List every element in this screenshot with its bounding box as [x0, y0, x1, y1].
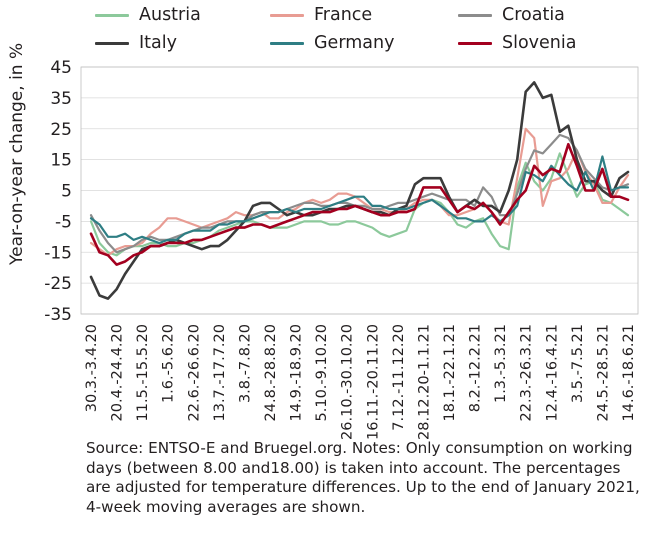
y-tick-label: 5	[61, 182, 72, 202]
legend-label-slovenia: Slovenia	[502, 33, 577, 53]
y-tick-label: 35	[50, 89, 72, 109]
legend-item-austria: Austria	[95, 5, 201, 25]
x-tick-label: 24.8.-28.8.20	[263, 324, 279, 421]
x-tick-label: 22.6.-26.6.20	[186, 324, 202, 421]
source-note: Source: ENTSO-E and Bruegel.org. Notes: …	[86, 439, 640, 516]
line-chart: 45 35 25 15 5 -5 -15 -25 -35 30.3.-3.4.20 20.4.-24…	[44, 58, 639, 440]
x-tick-label: 20.4.-24.4.20	[110, 324, 126, 421]
x-tick-label: 28.12.20-1.1.21	[416, 324, 432, 440]
x-tick-label: 16.11.-20.11.20	[365, 324, 381, 440]
legend-label-germany: Germany	[314, 33, 395, 53]
legend-swatch-france	[270, 13, 304, 17]
series-line-croatia	[89, 133, 630, 254]
x-tick-label: 12.4.-16.4.21	[544, 324, 560, 421]
y-tick-label: -5	[55, 212, 72, 232]
y-axis-label: Year-on-year change, in %	[7, 42, 27, 265]
x-tick-label: 1.3.-5.3.21	[493, 324, 509, 403]
x-tick-label: 14.6.-18.6.21	[621, 324, 637, 421]
x-tick-label: 13.7.-17.7.20	[212, 324, 228, 421]
x-tick-label: 18.1.-22.1.21	[442, 324, 458, 421]
plot-frame	[80, 66, 639, 315]
y-tick-label: 45	[50, 58, 72, 78]
x-tick-label: 24.5.-28.5.21	[595, 324, 611, 421]
legend: Austria France Croatia Italy Germany Slo…	[0, 0, 649, 56]
x-tick-label: 3.5.-7.5.21	[570, 324, 586, 403]
legend-item-france: France	[270, 5, 372, 25]
y-tick-label: -25	[44, 274, 72, 294]
x-tick-label: 11.5.-15.5.20	[135, 324, 151, 421]
legend-item-croatia: Croatia	[458, 5, 565, 25]
chart-area: 45 35 25 15 5 -5 -15 -25 -35 30.3.-3.4.20 20.4.-24…	[0, 0, 649, 440]
y-tick-label: -35	[44, 305, 72, 325]
y-tick-label: 25	[50, 120, 72, 140]
x-tick-label: 30.3.-3.4.20	[84, 324, 100, 412]
x-tick-label: 1.6.-5.6.20	[161, 324, 177, 403]
x-tick-label: 22.3.-26.3.21	[519, 324, 535, 421]
legend-item-slovenia: Slovenia	[458, 33, 576, 53]
x-tick-label: 14.9.-18.9.20	[289, 324, 305, 421]
legend-swatch-italy	[95, 41, 129, 45]
legend-label-france: France	[314, 5, 373, 25]
series-line-germany	[89, 155, 630, 245]
x-tick-label: 7.12.-11.12.20	[391, 324, 407, 431]
x-tick-label: 3.8.-7.8.20	[237, 324, 253, 403]
x-tick-label: 26.10.-30.10.20	[340, 324, 356, 440]
y-tick-label: 15	[50, 151, 72, 171]
legend-item-italy: Italy	[95, 33, 177, 53]
x-tick-label: 5.10.-9.10.20	[314, 324, 330, 421]
series-line-austria	[89, 152, 630, 257]
legend-swatch-austria	[95, 13, 129, 17]
series-line-slovenia	[89, 142, 630, 266]
legend-swatch-croatia	[458, 13, 492, 17]
x-tick-label: 8.2.-12.2.21	[468, 324, 484, 412]
y-tick-label: -15	[44, 243, 72, 263]
legend-label-italy: Italy	[139, 33, 177, 53]
legend-swatch-slovenia	[458, 41, 492, 45]
legend-label-croatia: Croatia	[502, 5, 565, 25]
legend-swatch-germany	[270, 41, 304, 45]
legend-label-austria: Austria	[139, 5, 201, 25]
legend-item-germany: Germany	[270, 33, 394, 53]
